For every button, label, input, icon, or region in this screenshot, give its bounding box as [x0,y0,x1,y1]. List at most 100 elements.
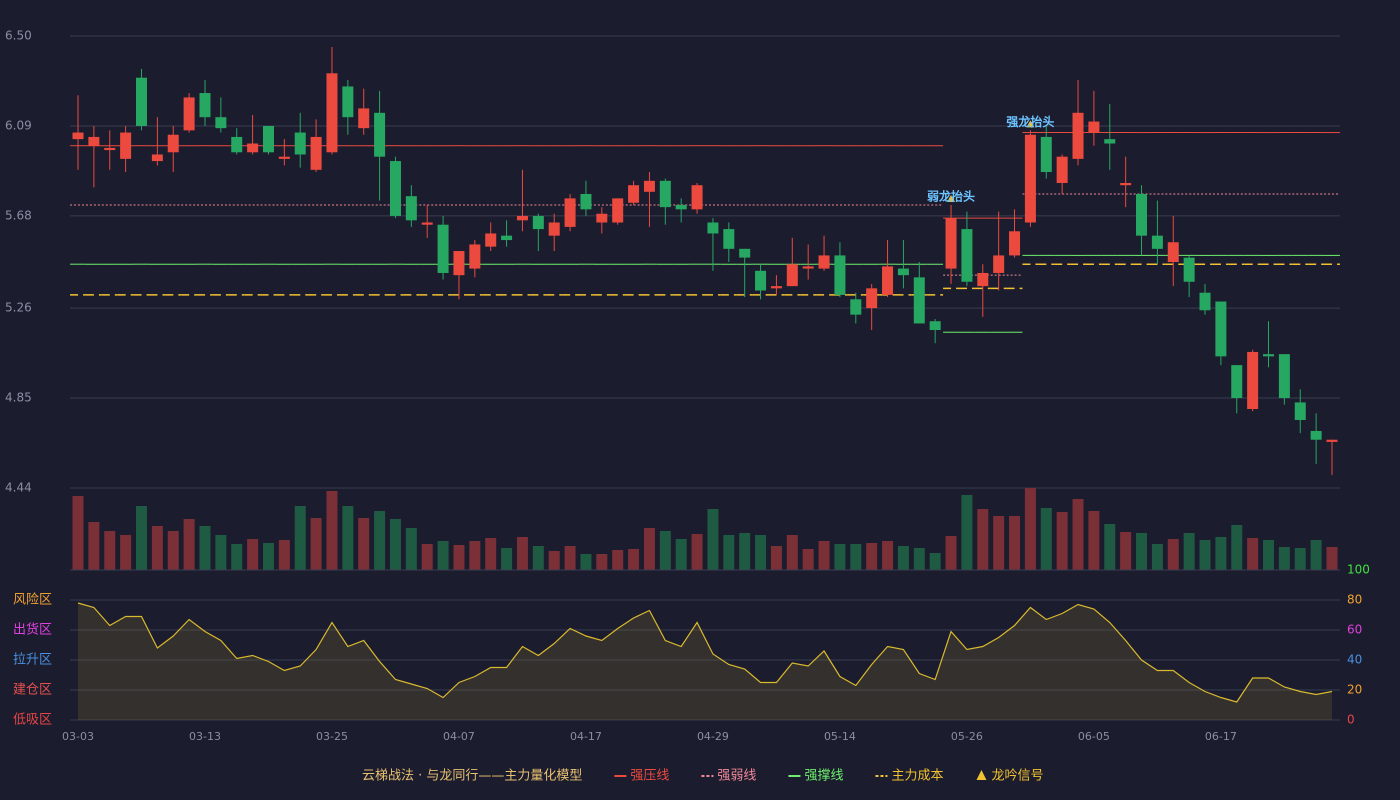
volume-bar [612,550,624,570]
volume-bar [389,519,401,570]
candle-body [262,125,274,153]
candle-body [882,266,894,295]
indicator-line [77,602,1333,703]
volume-bar [1024,488,1036,570]
legend-label: 强压线 [630,769,669,784]
volume-bar [294,506,306,570]
signal-label: 强龙抬头 [1006,114,1054,129]
x-tick-label: 03-25 [316,730,348,743]
candle-body [1326,439,1338,442]
signal-marker [1026,120,1035,128]
legend-label: 强弱线 [717,769,756,784]
legend-title: 云梯战法 · 与龙同行——主力量化模型 [362,769,582,784]
volume-bar [262,543,274,570]
candle-body [135,77,147,126]
candle-body [151,154,163,162]
volume-bar [834,544,846,570]
legend-symbol [976,770,987,780]
volume-bar [850,544,862,570]
candle-body [1199,292,1211,311]
volume-bar [1136,533,1148,570]
volume-bar [548,551,560,570]
zone-label: 建仓区 [13,683,52,698]
volume-bar [405,528,417,570]
volume-bar [913,548,925,570]
candle-body [1009,231,1021,256]
candle-body [1294,402,1306,420]
volume-bar [993,516,1005,570]
candle-body [1263,354,1275,357]
candle-body [516,215,528,221]
candle-body [755,270,767,291]
indicator-tick-label: 60 [1347,623,1362,637]
y-tick-label: 6.50 [5,29,32,43]
candle-body [485,233,497,247]
candle-body [834,255,846,295]
candle-body [707,222,719,234]
candle-body [501,235,513,241]
x-tick-label: 04-17 [570,730,602,743]
candle-body [1247,351,1259,410]
signal-label: 弱龙抬头 [927,188,975,203]
volume-bar [72,496,84,570]
candle-body [405,196,417,221]
candle-body [802,266,814,269]
volume-bar [1056,512,1068,570]
candle-body [850,299,862,315]
candle-body [548,222,560,236]
legend-label: 主力成本 [891,769,943,784]
volume-bar [564,546,576,570]
x-tick-label: 04-07 [443,730,475,743]
zone-label: 低吸区 [13,713,52,728]
candle-body [786,264,798,287]
candle-body [596,213,608,223]
candle-body [294,132,306,155]
volume-bar [1231,525,1243,570]
x-tick-label: 06-05 [1078,730,1110,743]
candle-body [739,248,751,258]
candle-body [532,215,544,230]
candle-body [342,86,354,118]
candle-body [199,93,211,118]
indicator-tick-label: 80 [1347,593,1362,607]
volume-bar [659,531,671,570]
volume-bar [1104,524,1116,570]
volume-bar [1167,539,1179,570]
candle-body [1183,257,1195,282]
y-tick-label: 4.44 [5,481,32,495]
candle-body [993,255,1005,273]
volume-bar [104,531,116,570]
candle-body [612,198,624,223]
indicator-area [78,603,1332,720]
indicator-tick-label: 100 [1347,563,1370,577]
volume-bar [167,531,179,570]
candle-body [278,156,290,159]
volume-bar [675,539,687,570]
volume-bar [1263,540,1275,570]
zone-label: 拉升区 [13,653,52,668]
volume-bar [437,541,449,570]
candle-body [1231,365,1243,399]
zone-label: 风险区 [13,593,52,608]
candle-body [770,286,782,289]
y-tick-label: 4.85 [5,391,32,405]
volume-bar [453,545,465,570]
candle-body [1088,121,1100,133]
volume-bar [961,495,973,570]
volume-bar [1310,540,1322,570]
indicator-tick-label: 20 [1347,683,1362,697]
candle-body [659,180,671,208]
volume-bar [755,535,767,570]
volume-bar [247,539,259,570]
candle-body [326,73,338,153]
candle-body [1040,136,1052,173]
candle-body [1136,193,1148,236]
x-tick-label: 03-13 [189,730,221,743]
candle-body [1278,354,1290,399]
candle-body [675,204,687,210]
candle-body [1024,134,1036,223]
volume-bar [770,546,782,570]
volume-bar [643,528,655,570]
